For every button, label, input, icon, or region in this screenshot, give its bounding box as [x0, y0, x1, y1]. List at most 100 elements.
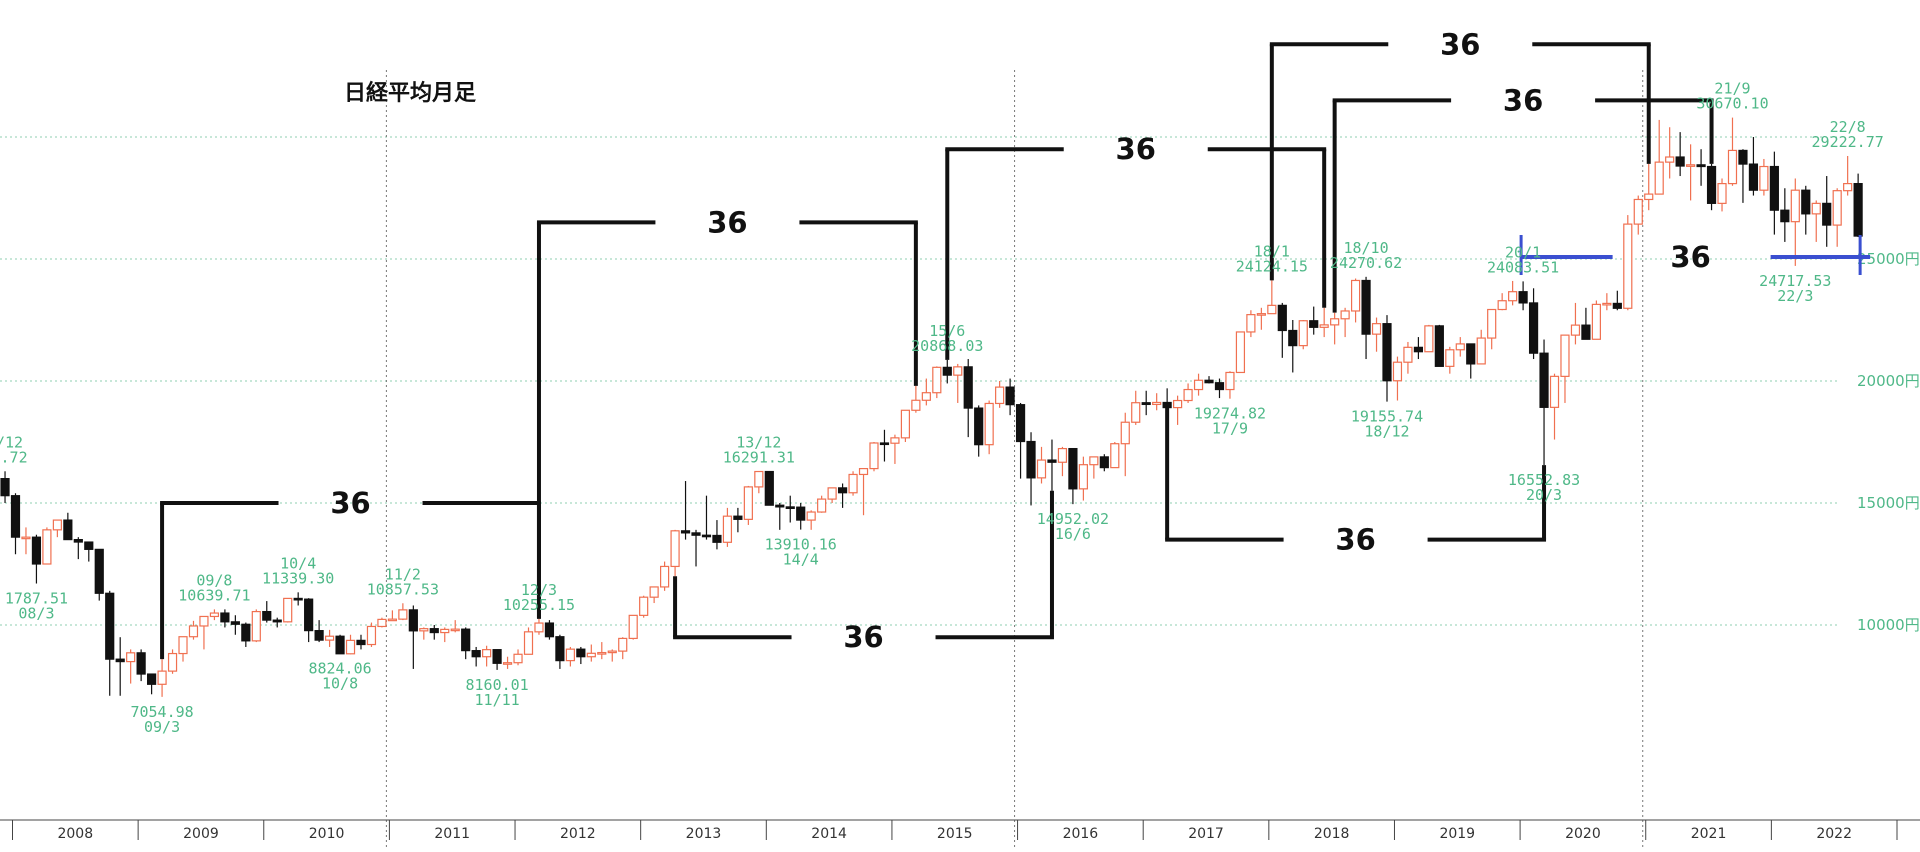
candle-up [1267, 304, 1277, 315]
candle-up [251, 610, 261, 642]
cycle-annotation-layer: 36 36 36 36 36 36 36 36 [160, 27, 1871, 660]
price-label: 10/8 [322, 675, 358, 693]
candle-up [1298, 320, 1308, 347]
candle-up [1445, 349, 1455, 367]
cycle-label: 36 [1440, 27, 1480, 61]
price-label: 24124.15 [1236, 257, 1308, 275]
price-label: 7054.98 [130, 703, 193, 721]
candle-up [502, 662, 513, 665]
candle-up [1654, 161, 1664, 195]
x-tick-label: 2021 [1691, 826, 1727, 842]
candle-down [1434, 325, 1444, 367]
candle-down [10, 495, 21, 538]
price-label: 09/8 [196, 571, 232, 589]
candle-up [1644, 193, 1654, 201]
y-tick-label: 10000円 [1857, 616, 1920, 634]
candle-down [1099, 456, 1109, 469]
candle-down [1801, 189, 1811, 215]
candle-down [0, 478, 10, 497]
candle-down [314, 630, 324, 641]
price-label: 11/2 [385, 565, 421, 583]
candle-down [335, 635, 345, 655]
candle-down [272, 619, 282, 623]
candle-down [1162, 401, 1172, 409]
candle-up [1455, 343, 1465, 351]
price-label: 24083.51 [1487, 258, 1559, 276]
candle-down [1748, 163, 1759, 191]
x-tick-label: 2020 [1565, 826, 1601, 842]
candle-down [356, 639, 366, 646]
price-label: 18/10 [1343, 239, 1388, 257]
cycle-label: 36 [843, 620, 883, 654]
price-label: 10639.71 [178, 586, 250, 604]
candle-up [1476, 337, 1486, 365]
candle-up [628, 614, 638, 640]
price-label: 13910.16 [765, 536, 837, 554]
candle-up [618, 637, 628, 652]
price-label: 15/6 [929, 322, 965, 340]
support-label: 36 [1670, 240, 1710, 274]
candle-down [1309, 320, 1319, 328]
candle-up [1235, 331, 1246, 374]
candle-down [293, 597, 303, 601]
candle-down [1204, 379, 1214, 384]
candle-up [743, 486, 753, 520]
candle-up [1089, 456, 1099, 466]
price-label: 10/4 [280, 554, 316, 572]
candle-up [450, 628, 460, 632]
candle-up [1602, 302, 1612, 306]
x-axis: 2008 2009 2010 2011 2012 2013 2014 2015 2016 2017… [0, 819, 1920, 842]
candle-down [1413, 346, 1424, 353]
candle-up [419, 628, 429, 632]
price-label: 1787.51 [5, 590, 68, 608]
candle-up [1350, 279, 1361, 312]
price-label: 22/8 [1830, 118, 1866, 136]
candle-up [199, 615, 209, 627]
cycle-label: 36 [1116, 132, 1156, 166]
price-label: 29222.77 [1812, 133, 1884, 151]
candle-down [1466, 343, 1476, 365]
candle-down [775, 504, 785, 508]
x-tick-label: 2009 [183, 826, 219, 842]
candle-up [670, 530, 680, 568]
candle-up [1623, 223, 1633, 309]
candle-down [1696, 164, 1706, 168]
candle-up [586, 652, 596, 658]
candle-down [230, 621, 240, 625]
cycle-label: 36 [330, 486, 370, 520]
price-label: 22/3 [1777, 287, 1813, 305]
candle-down [712, 534, 722, 543]
cycle-label: 36 [1335, 523, 1375, 557]
x-tick-label: 2019 [1439, 826, 1475, 842]
candle-down [1518, 291, 1528, 304]
x-tick-label: 2018 [1314, 826, 1350, 842]
price-label: 20/3 [1526, 486, 1562, 504]
candle-down [492, 649, 502, 664]
candle-up [209, 612, 220, 618]
candle-down [73, 538, 83, 543]
candle-up [722, 515, 733, 543]
candle-up [1319, 324, 1329, 328]
candle-up [157, 670, 167, 685]
candle-down [942, 366, 952, 376]
candle-down [220, 612, 230, 623]
candle-down [63, 519, 73, 541]
candle-down [471, 650, 481, 658]
candle-up [869, 442, 879, 470]
price-label: 08/3 [18, 605, 54, 623]
candle-down [115, 658, 125, 663]
candle-down [304, 598, 314, 632]
candle-up [1560, 334, 1570, 377]
candle-up [1256, 313, 1266, 316]
candle-up [1686, 164, 1696, 167]
candle-down [1853, 183, 1863, 237]
candle-down [1361, 279, 1371, 335]
candle-up [817, 498, 827, 513]
price-label: 17/9 [1212, 420, 1248, 438]
candle-up [848, 473, 858, 494]
price-label: 19274.82 [1194, 405, 1266, 423]
candle-up [1120, 421, 1130, 445]
candle-down [1288, 329, 1298, 347]
candle-up [1110, 443, 1120, 469]
